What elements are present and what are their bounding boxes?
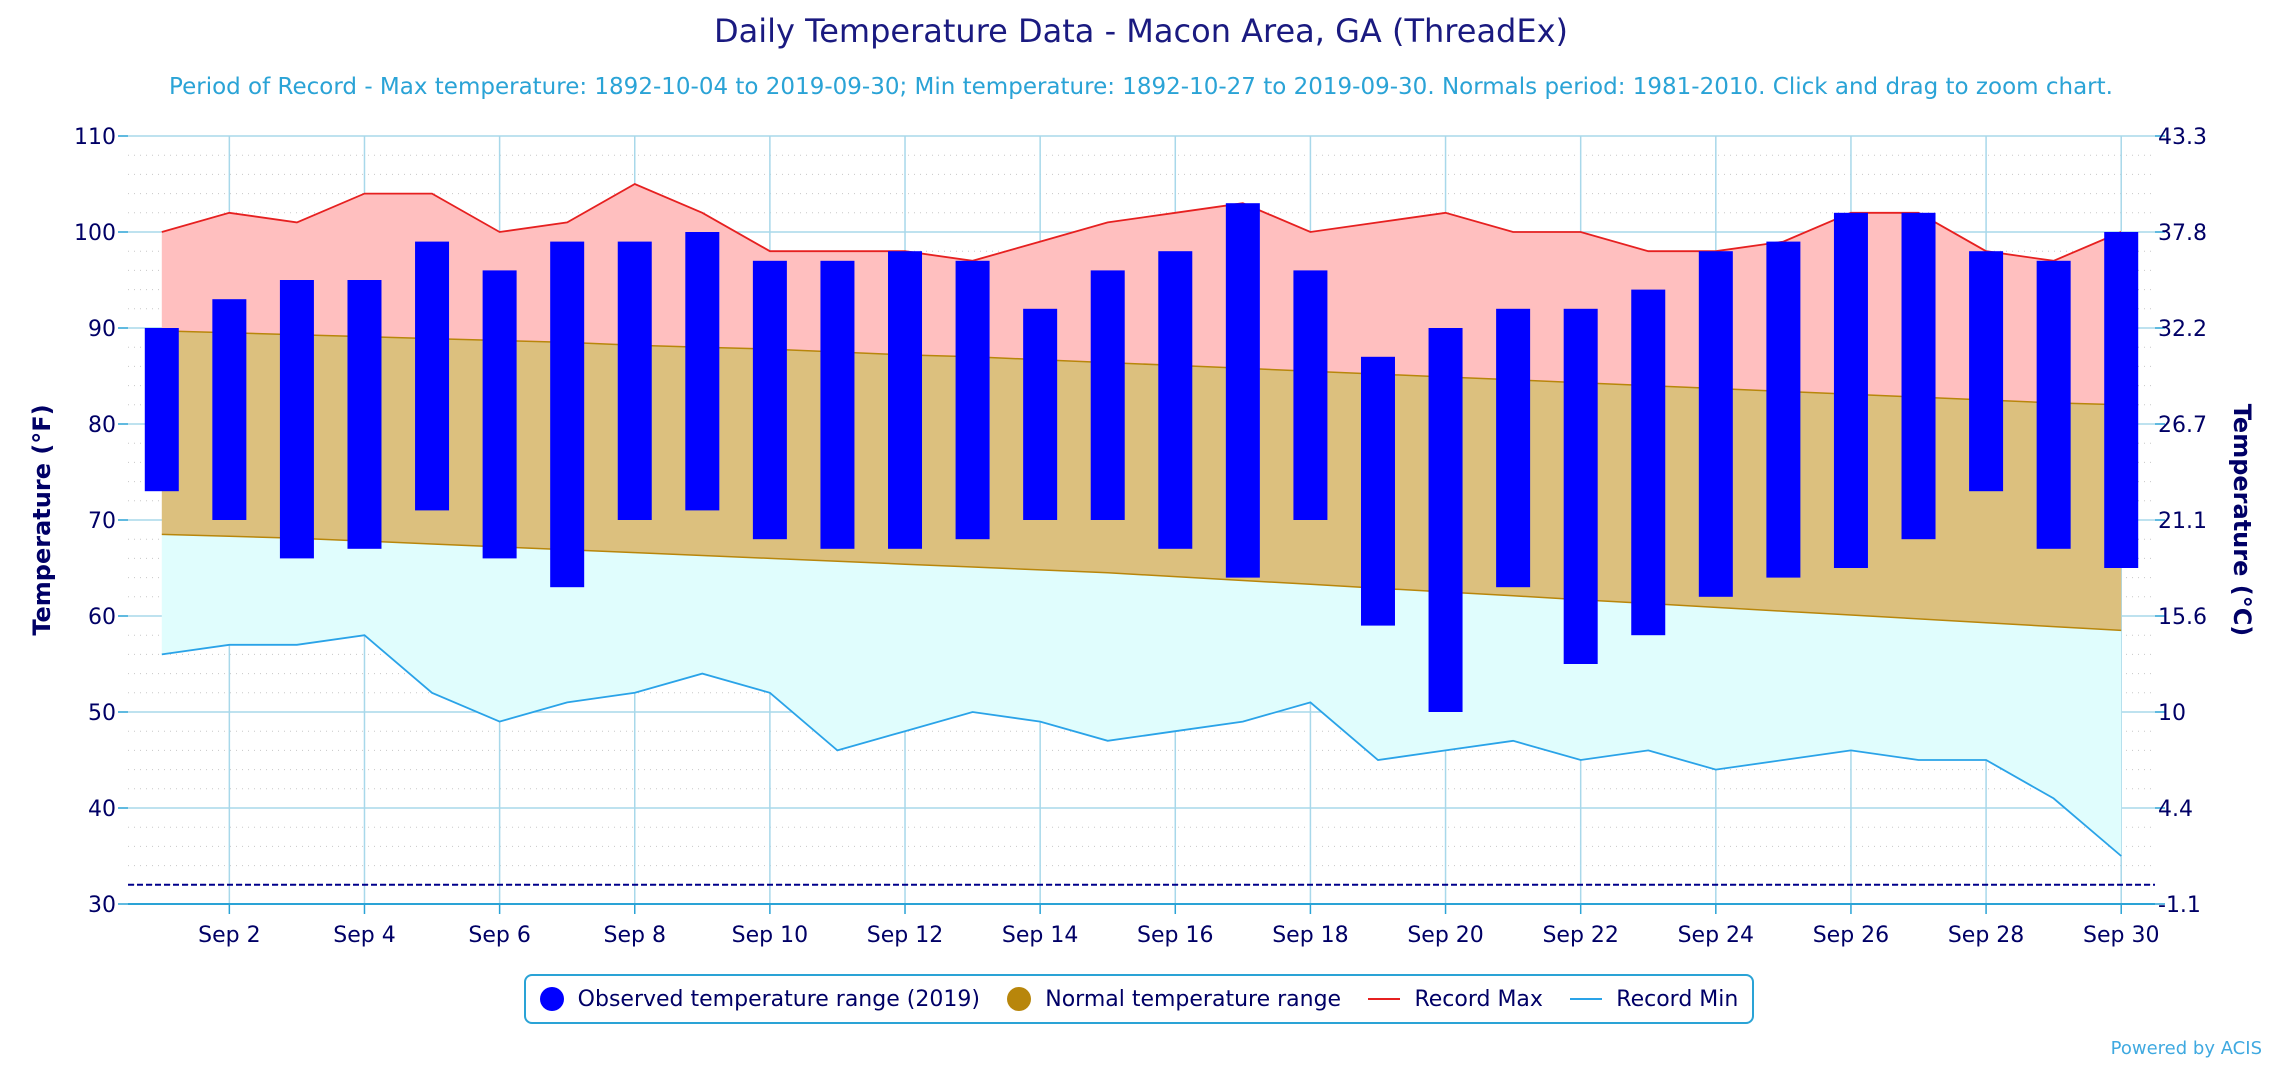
y-tick-label-right: 26.7: [2158, 413, 2207, 438]
observed-bars: [144, 203, 2139, 712]
x-tick-label: Sep 10: [732, 923, 808, 948]
y-tick-label-right: 4.4: [2158, 797, 2193, 822]
legend-item-observed[interactable]: Observed temperature range (2019): [539, 986, 980, 1012]
observed-bar: [1158, 251, 1193, 549]
observed-bar: [1225, 203, 1260, 578]
y-tick-label-left: 40: [88, 797, 116, 822]
observed-bar: [1090, 270, 1125, 520]
chart-bands: [161, 184, 2122, 856]
observed-bar: [2036, 260, 2071, 549]
x-tick-label: Sep 26: [1813, 923, 1889, 948]
y-tick-label-right: 21.1: [2158, 509, 2207, 534]
legend-record-min-swatch: [1570, 998, 1603, 1000]
legend-item-record-max[interactable]: Record Max: [1368, 987, 1543, 1012]
observed-bar: [550, 241, 585, 588]
record-max-line: [161, 182, 2122, 262]
y-tick-label-left: 110: [74, 125, 116, 150]
legend-observed-label: Observed temperature range (2019): [577, 986, 980, 1012]
observed-bar: [1023, 308, 1058, 520]
chart-legend: Observed temperature range (2019) Normal…: [524, 974, 1754, 1024]
y-tick-label-left: 80: [88, 413, 116, 438]
y-axis-title-right: Temperature (°C): [2228, 404, 2256, 637]
observed-bar: [1496, 308, 1531, 588]
legend-observed-swatch: [539, 987, 564, 1011]
observed-bar: [1901, 212, 1936, 540]
observed-bar: [685, 232, 720, 511]
observed-bar: [752, 260, 787, 540]
observed-bar: [144, 328, 179, 492]
observed-bar: [888, 251, 923, 549]
y-tick-label-left: 50: [88, 701, 116, 726]
x-tick-label: Sep 28: [1948, 923, 2024, 948]
observed-bar: [1631, 289, 1666, 636]
y-tick-label-right: -1.1: [2158, 893, 2201, 918]
observed-bar: [482, 270, 517, 559]
x-tick-label: Sep 16: [1137, 923, 1213, 948]
observed-bar: [1969, 251, 2004, 492]
observed-bar: [1833, 212, 1868, 569]
x-tick-label: Sep 24: [1678, 923, 1754, 948]
y-axis-title-left: Temperature (°F): [28, 404, 56, 635]
legend-normal-label: Normal temperature range: [1045, 986, 1342, 1012]
legend-record-max-label: Record Max: [1414, 986, 1543, 1012]
legend-normal-swatch: [1007, 987, 1032, 1011]
chart-title: Daily Temperature Data - Macon Area, GA …: [713, 12, 1568, 50]
x-tick-label: Sep 22: [1542, 923, 1618, 948]
observed-bar: [1766, 241, 1801, 578]
x-tick-label: Sep 4: [333, 923, 395, 948]
y-tick-label-right: 15.6: [2158, 605, 2207, 630]
observed-bar: [347, 280, 382, 549]
legend-item-normal[interactable]: Normal temperature range: [1007, 987, 1341, 1012]
x-tick-label: Sep 12: [867, 923, 943, 948]
observed-bar: [415, 241, 450, 511]
x-tick-label: Sep 18: [1272, 923, 1348, 948]
observed-bar: [1698, 251, 1733, 597]
y-tick-label-left: 30: [88, 893, 116, 918]
x-tick-label: Sep 6: [468, 923, 530, 948]
credits-link[interactable]: Powered by ACIS: [2110, 1038, 2262, 1059]
x-tick-label: Sep 30: [2083, 923, 2159, 948]
observed-bar: [1293, 270, 1328, 520]
observed-bar: [279, 280, 314, 559]
y-tick-label-right: 43.3: [2158, 125, 2207, 150]
y-tick-label-left: 70: [88, 509, 116, 534]
observed-bar: [2104, 232, 2139, 568]
y-tick-label-left: 90: [88, 317, 116, 342]
observed-bar: [617, 241, 652, 520]
legend-record-max-swatch: [1368, 998, 1401, 1000]
record-min-line: [161, 634, 2122, 857]
x-tick-label: Sep 14: [1002, 923, 1078, 948]
observed-bar: [212, 299, 247, 520]
legend-item-record-min[interactable]: Record Min: [1570, 987, 1738, 1012]
x-tick-label: Sep 8: [604, 923, 666, 948]
observed-bar: [1428, 328, 1463, 712]
y-tick-label-left: 100: [74, 221, 116, 246]
y-tick-label-right: 32.2: [2158, 317, 2207, 342]
observed-bar: [955, 260, 990, 540]
x-tick-label: Sep 20: [1407, 923, 1483, 948]
chart-subtitle: Period of Record - Max temperature: 1892…: [169, 74, 2113, 100]
y-tick-label-left: 60: [88, 605, 116, 630]
y-tick-label-right: 37.8: [2158, 221, 2207, 246]
legend-record-min-label: Record Min: [1616, 986, 1739, 1012]
observed-bar: [1360, 356, 1395, 626]
x-tick-label: Sep 2: [198, 923, 260, 948]
y-tick-label-right: 10: [2158, 701, 2186, 726]
observed-bar: [820, 260, 855, 549]
chart-axes: 30 40 50 60 70 80 90 100 110 -1.1 4.4 10 15.6 21.1 26.…: [28, 125, 2256, 948]
observed-bar: [1563, 308, 1598, 664]
